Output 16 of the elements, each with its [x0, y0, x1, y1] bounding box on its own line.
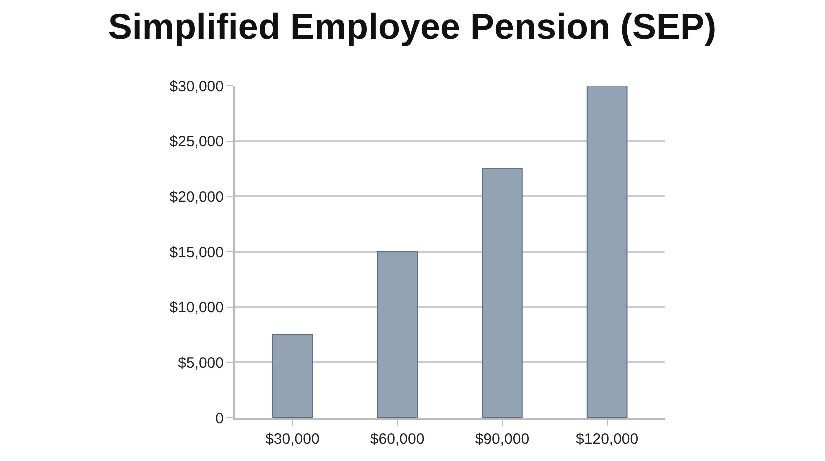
y-tick-label: 0: [216, 410, 224, 428]
bar: [377, 252, 418, 418]
x-tick-label: $60,000: [370, 431, 425, 448]
x-tick-label: $30,000: [266, 431, 320, 448]
y-tick-label: $15,000: [170, 244, 224, 262]
y-tick-label: $5,000: [178, 354, 224, 372]
y-tick-label: $30,000: [170, 78, 224, 96]
y-tick-label: $10,000: [170, 300, 224, 317]
y-tick-label: $20,000: [170, 188, 224, 206]
x-tick-label: $90,000: [475, 431, 530, 448]
bar: [482, 168, 523, 418]
chart-title: Simplified Employee Pension (SEP): [108, 6, 717, 48]
bar: [586, 86, 628, 418]
x-tick-label: $120,000: [576, 431, 639, 448]
bar: [272, 334, 314, 418]
y-tick-label: $25,000: [170, 134, 224, 151]
